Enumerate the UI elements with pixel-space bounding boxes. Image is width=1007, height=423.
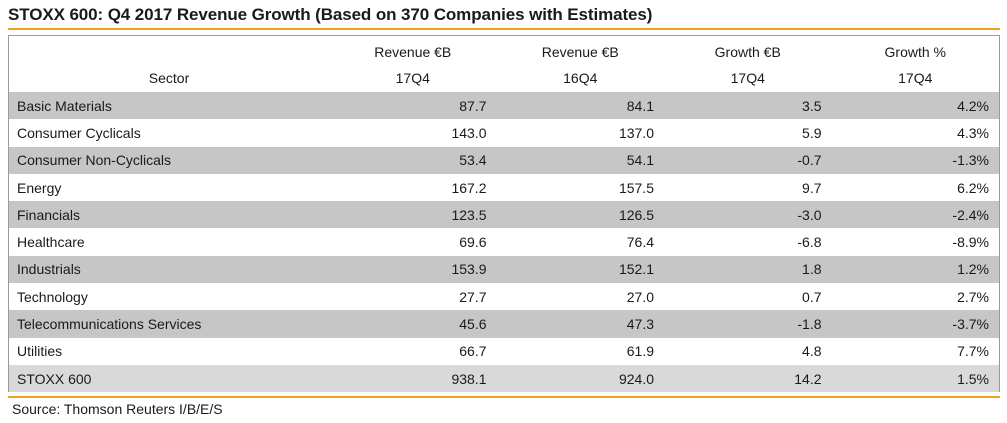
cell-growth-b: 1.8 xyxy=(802,261,822,278)
header-line2: 17Q4 xyxy=(730,70,765,86)
table-row: Utilities 66.7 61.9 4.8 7.7% xyxy=(9,338,999,365)
cell-revenue-16q4: 61.9 xyxy=(626,343,654,360)
header-line1: Growth % xyxy=(884,44,946,60)
total-row: STOXX 600 938.1 924.0 14.2 1.5% xyxy=(9,364,999,393)
cell-revenue-16q4: 76.4 xyxy=(626,234,654,251)
cell-revenue-16q4: 157.5 xyxy=(618,179,654,196)
cell-sector: Energy xyxy=(17,179,62,196)
header-sector: Sector xyxy=(9,36,329,92)
table-body: Basic Materials 87.7 84.1 3.5 4.2% Consumer C… xyxy=(9,92,999,393)
table-row: Consumer Cyclicals 143.0 137.0 5.9 4.3% xyxy=(9,119,999,146)
header-line1: Revenue €B xyxy=(374,44,452,60)
cell-revenue-17q4: 53.4 xyxy=(459,152,487,169)
cell-revenue-16q4: 47.3 xyxy=(626,316,654,333)
cell-revenue-17q4: 153.9 xyxy=(451,261,487,278)
header-line2: 17Q4 xyxy=(898,70,933,86)
cell-sector: Technology xyxy=(17,288,88,305)
cell-revenue-16q4: 84.1 xyxy=(626,97,654,114)
cell-revenue-16q4: 137.0 xyxy=(618,124,654,141)
table-row: Technology 27.7 27.0 0.7 2.7% xyxy=(9,283,999,310)
total-revenue-17q4: 938.1 xyxy=(451,370,487,387)
cell-revenue-17q4: 27.7 xyxy=(459,288,487,305)
cell-sector: Utilities xyxy=(17,343,63,360)
cell-growth-pct: 1.2% xyxy=(957,261,989,278)
table-row: Healthcare 69.6 76.4 -6.8 -8.9% xyxy=(9,228,999,255)
cell-revenue-17q4: 69.6 xyxy=(459,234,487,251)
cell-revenue-17q4: 167.2 xyxy=(451,179,487,196)
cell-revenue-16q4: 152.1 xyxy=(618,261,654,278)
cell-growth-b: 5.9 xyxy=(802,124,822,141)
cell-sector: Basic Materials xyxy=(17,97,112,114)
cell-revenue-16q4: 126.5 xyxy=(618,206,654,223)
total-sector: STOXX 600 xyxy=(17,370,92,387)
cell-growth-pct: 4.2% xyxy=(957,97,989,114)
table-row: Industrials 153.9 152.1 1.8 1.2% xyxy=(9,255,999,284)
table-row: Financials 123.5 126.5 -3.0 -2.4% xyxy=(9,201,999,229)
table-row: Telecommunications Services 45.6 47.3 -1.8 -… xyxy=(9,310,999,338)
cell-revenue-17q4: 45.6 xyxy=(459,316,487,333)
header-growth-b: Growth €B 17Q4 xyxy=(664,36,832,92)
header-growth-pct: Growth % 17Q4 xyxy=(832,36,1000,92)
header-line1: Growth €B xyxy=(714,44,781,60)
cell-growth-b: 3.5 xyxy=(802,97,822,114)
header-revenue-17q4: Revenue €B 17Q4 xyxy=(329,36,497,92)
cell-growth-pct: 2.7% xyxy=(957,288,989,305)
total-growth-b: 14.2 xyxy=(794,370,822,387)
cell-sector: Industrials xyxy=(17,261,81,278)
cell-growth-b: -1.8 xyxy=(797,316,822,333)
cell-sector: Healthcare xyxy=(17,234,85,251)
source-note: Source: Thomson Reuters I/B/E/S xyxy=(12,401,223,417)
cell-growth-pct: -1.3% xyxy=(952,152,989,169)
cell-growth-b: -0.7 xyxy=(797,152,822,169)
cell-revenue-17q4: 87.7 xyxy=(459,97,487,114)
table-row: Basic Materials 87.7 84.1 3.5 4.2% xyxy=(9,92,999,120)
cell-growth-pct: 6.2% xyxy=(957,179,989,196)
cell-sector: Telecommunications Services xyxy=(17,316,202,333)
header-row: Sector Revenue €B 17Q4 Revenue €B 16Q4 xyxy=(9,36,999,92)
table-frame: Sector Revenue €B 17Q4 Revenue €B 16Q4 xyxy=(8,35,1000,393)
cell-revenue-17q4: 66.7 xyxy=(459,343,487,360)
title-rule xyxy=(8,28,1000,30)
cell-sector: Consumer Cyclicals xyxy=(17,124,141,141)
header-line2: Sector xyxy=(148,70,190,86)
revenue-table: Sector Revenue €B 17Q4 Revenue €B 16Q4 xyxy=(9,36,999,393)
total-revenue-16q4: 924.0 xyxy=(618,370,654,387)
cell-sector: Financials xyxy=(17,206,81,223)
cell-growth-pct: -2.4% xyxy=(952,206,989,223)
header-line1: Revenue €B xyxy=(541,44,619,60)
table-row: Energy 167.2 157.5 9.7 6.2% xyxy=(9,174,999,201)
cell-growth-b: -6.8 xyxy=(797,234,822,251)
cell-revenue-16q4: 54.1 xyxy=(626,152,654,169)
cell-growth-b: 0.7 xyxy=(802,288,822,305)
table-row: Consumer Non-Cyclicals 53.4 54.1 -0.7 -1.3% xyxy=(9,146,999,174)
cell-revenue-16q4: 27.0 xyxy=(626,288,654,305)
source-rule xyxy=(8,396,1000,398)
cell-growth-b: -3.0 xyxy=(797,206,822,223)
cell-revenue-17q4: 143.0 xyxy=(451,124,487,141)
cell-growth-pct: -8.9% xyxy=(952,234,989,251)
cell-growth-pct: 7.7% xyxy=(957,343,989,360)
header-line2: 17Q4 xyxy=(395,70,430,86)
cell-revenue-17q4: 123.5 xyxy=(451,206,487,223)
chart-title: STOXX 600: Q4 2017 Revenue Growth (Based… xyxy=(8,5,653,24)
header-line2: 16Q4 xyxy=(563,70,598,86)
cell-sector: Consumer Non-Cyclicals xyxy=(17,152,172,169)
cell-growth-b: 4.8 xyxy=(802,343,822,360)
total-growth-pct: 1.5% xyxy=(957,370,989,387)
cell-growth-pct: 4.3% xyxy=(957,124,989,141)
header-revenue-16q4: Revenue €B 16Q4 xyxy=(497,36,665,92)
cell-growth-b: 9.7 xyxy=(802,179,822,196)
cell-growth-pct: -3.7% xyxy=(952,316,989,333)
